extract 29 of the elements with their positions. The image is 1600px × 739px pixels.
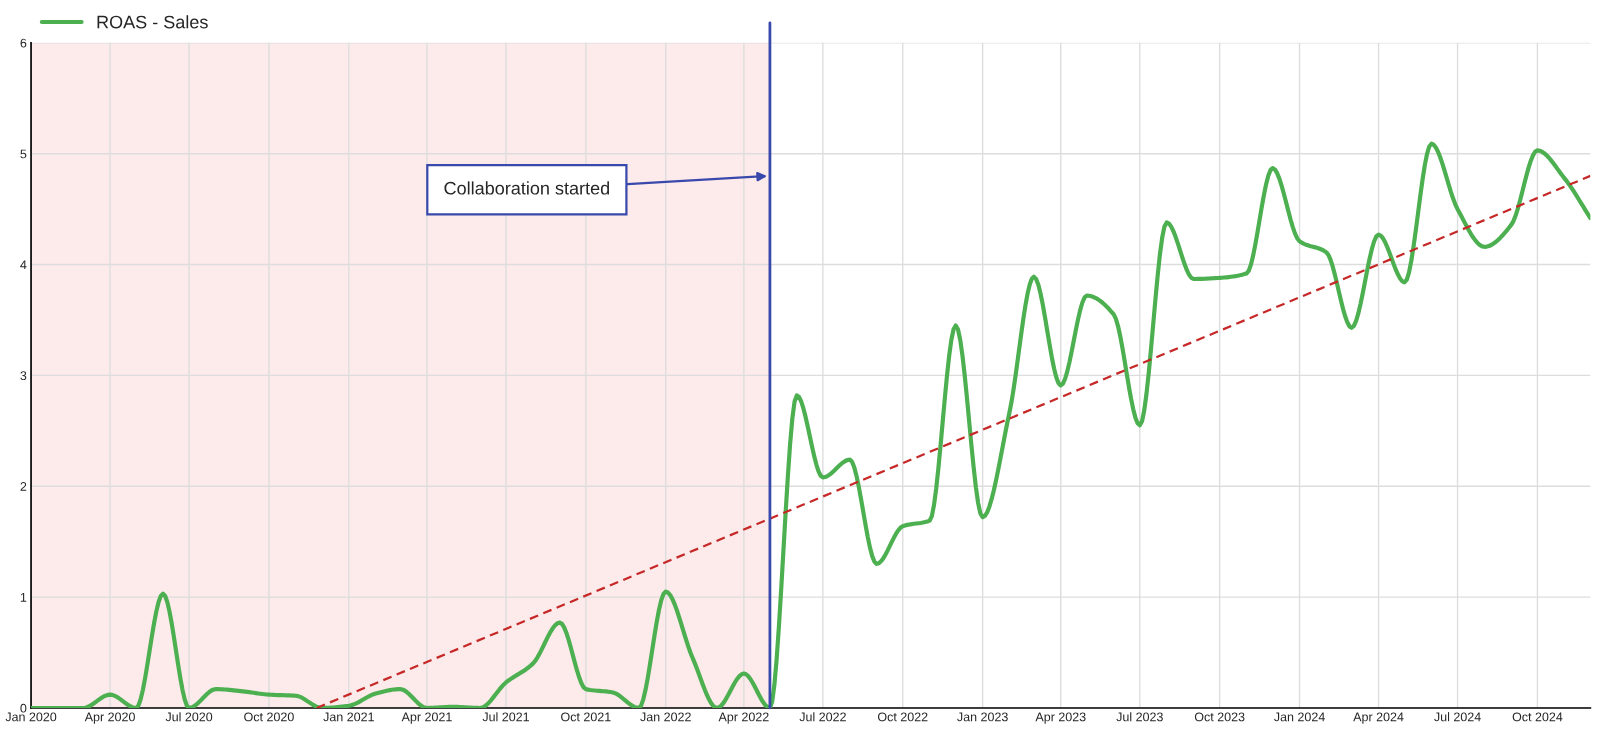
y-tick-label: 0 (20, 703, 27, 713)
x-tick-label: Jan 2021 (323, 712, 374, 722)
legend-label: ROAS - Sales (97, 15, 208, 29)
x-tick-label: Jul 2021 (482, 712, 529, 722)
x-tick-label: Apr 2021 (401, 712, 452, 724)
x-tick-label: Jul 2023 (1116, 712, 1163, 722)
x-tick-label: Apr 2023 (1035, 712, 1086, 724)
x-tick-label: Jan 2023 (957, 712, 1008, 722)
x-tick-label: Jul 2024 (1434, 712, 1481, 722)
x-tick-label: Oct 2022 (877, 712, 928, 722)
x-tick-label: Oct 2023 (1194, 712, 1245, 722)
x-tick-label: Oct 2024 (1512, 712, 1563, 722)
y-tick-label: 1 (20, 593, 27, 602)
x-tick-label: Apr 2022 (718, 712, 769, 724)
x-tick-label: Jul 2022 (799, 712, 846, 722)
y-tick-label: 2 (20, 482, 27, 491)
ref-line-label: Collaboration started (444, 181, 609, 195)
y-tick-label: 3 (20, 371, 27, 381)
x-tick-label: Oct 2020 (244, 712, 294, 722)
x-tick-label: Apr 2024 (1353, 712, 1404, 724)
x-tick-label: Jan 2020 (5, 712, 57, 722)
x-tick-label: Jan 2022 (640, 712, 691, 722)
x-tick-label: Apr 2020 (84, 712, 135, 724)
y-tick-label: 6 (20, 38, 27, 48)
x-tick-label: Jul 2020 (165, 712, 213, 722)
y-tick-label: 5 (20, 149, 27, 159)
x-tick-label: Oct 2021 (561, 712, 611, 722)
y-tick-label: 4 (20, 260, 27, 270)
x-tick-label: Jan 2024 (1274, 712, 1325, 722)
